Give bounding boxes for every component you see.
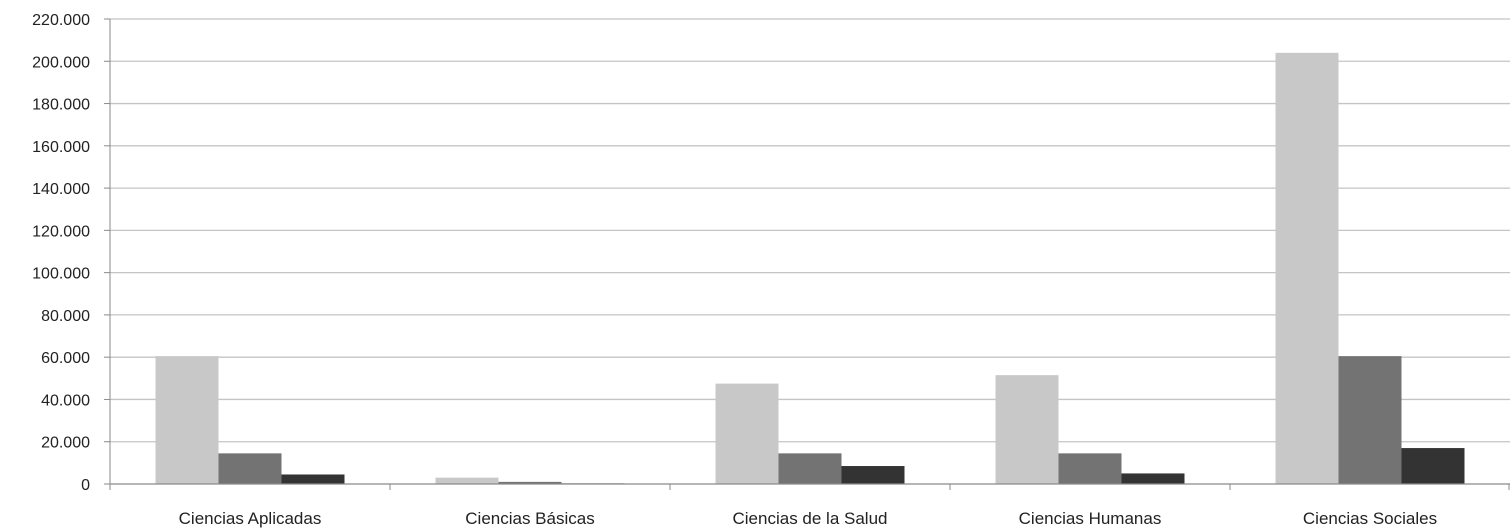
y-tick-label: 60.000: [41, 350, 90, 367]
bar: [778, 453, 842, 484]
bar: [1401, 448, 1465, 484]
bar: [155, 356, 219, 484]
y-tick-label: 160.000: [32, 139, 90, 156]
bar: [498, 481, 562, 484]
bars: [155, 52, 1465, 485]
y-tick-label: 40.000: [41, 392, 90, 409]
y-tick-label: 80.000: [41, 308, 90, 325]
bar: [841, 466, 905, 484]
x-axis: Ciencias Aplicadas Ciencias Básicas Cienci…: [109, 483, 1510, 528]
y-tick-label: 120.000: [32, 223, 90, 240]
y-axis: 0 20.000 40.000 60.000 80.000 100.000 120.000 1…: [32, 12, 111, 494]
bar: [1121, 473, 1185, 484]
bar: [715, 383, 779, 484]
y-tick-label: 140.000: [32, 181, 90, 198]
y-tick-label: 20.000: [41, 435, 90, 452]
bar: [1058, 453, 1122, 484]
bar: [1338, 356, 1402, 484]
x-tick-label: Ciencias Aplicadas: [179, 509, 322, 528]
bar: [435, 477, 499, 484]
x-tick-label: Ciencias de la Salud: [733, 509, 888, 528]
x-tick-label: Ciencias Humanas: [1019, 509, 1162, 528]
bar: [218, 453, 282, 484]
y-tick-label: 200.000: [32, 54, 90, 71]
bar: [1275, 52, 1339, 485]
y-tick-label: 220.000: [32, 12, 90, 29]
x-tick-label: Ciencias Sociales: [1303, 509, 1437, 528]
bar: [281, 474, 345, 484]
y-tick-label: 180.000: [32, 97, 90, 114]
x-tick-label: Ciencias Básicas: [465, 509, 594, 528]
y-tick-label: 100.000: [32, 266, 90, 283]
bar: [995, 375, 1059, 484]
y-tick-label: 0: [81, 477, 90, 494]
